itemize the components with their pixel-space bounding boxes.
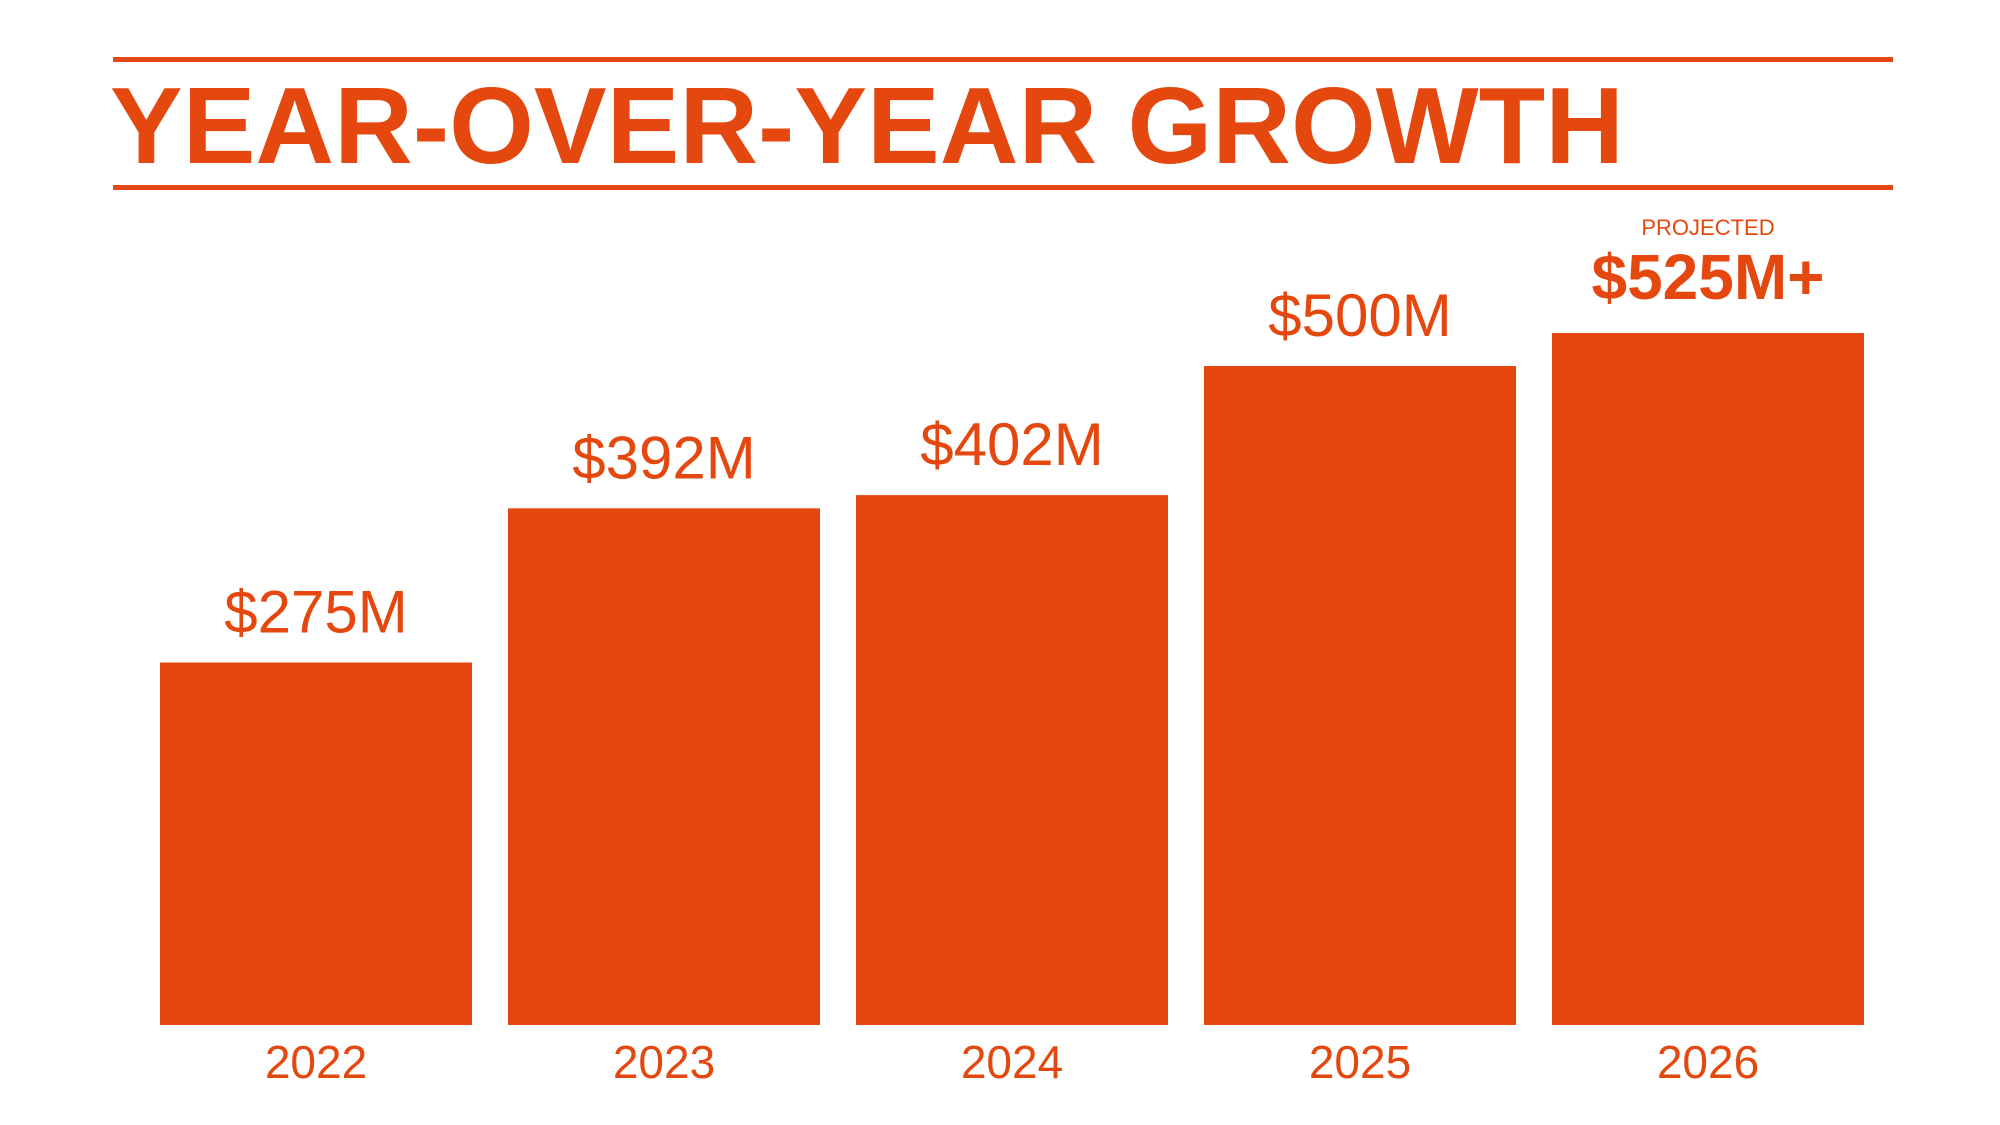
value-label-2022: $275M <box>224 579 407 646</box>
bar-2024 <box>856 495 1168 1025</box>
bar-2023 <box>508 508 820 1026</box>
value-label-2024: $402M <box>920 411 1103 478</box>
category-label-2024: 2024 <box>961 1036 1063 1088</box>
annotation-projected: PROJECTED <box>1641 215 1774 240</box>
value-label-2026: $525M+ <box>1591 241 1824 313</box>
category-label-2022: 2022 <box>265 1036 367 1088</box>
title-bottom-rule <box>113 185 1893 190</box>
category-label-2023: 2023 <box>613 1036 715 1088</box>
title-top-rule <box>113 57 1893 62</box>
category-label-2026: 2026 <box>1657 1036 1759 1088</box>
bar-2025 <box>1204 365 1516 1025</box>
bar-2022 <box>160 662 472 1025</box>
category-label-2025: 2025 <box>1309 1036 1411 1088</box>
value-label-2023: $392M <box>572 424 755 491</box>
bar-2026 <box>1552 333 1864 1025</box>
page-title: YEAR-OVER-YEAR GROWTH <box>110 65 1624 187</box>
value-label-2025: $500M <box>1268 282 1451 349</box>
